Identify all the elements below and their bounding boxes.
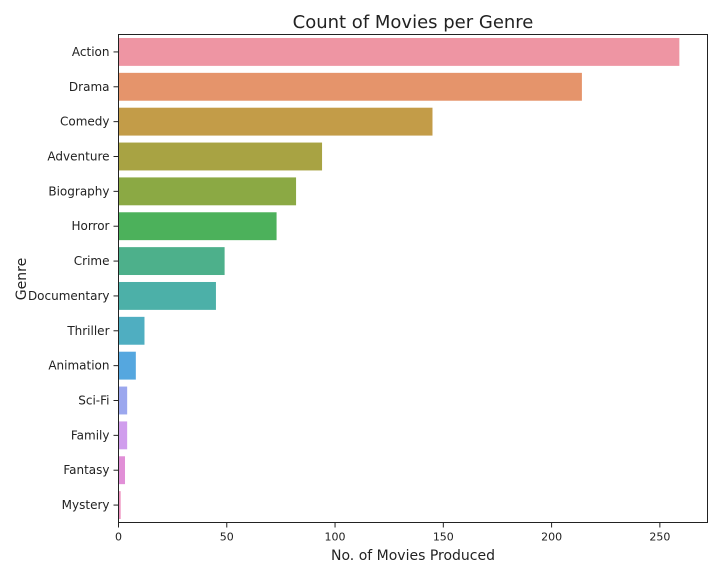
chart-title: Count of Movies per Genre (293, 12, 534, 33)
y-tick-label: Biography (48, 184, 109, 198)
y-tick-label: Action (72, 45, 110, 59)
bar-thriller (118, 316, 145, 345)
x-tick-label: 0 (115, 531, 122, 544)
bar-comedy (118, 107, 433, 136)
bar-drama (118, 72, 582, 101)
x-tick-label: 150 (433, 531, 454, 544)
y-tick-label: Drama (69, 80, 110, 94)
x-tick-label: 200 (541, 531, 562, 544)
bar-crime (118, 247, 225, 276)
bar-fantasy (118, 456, 125, 485)
x-tick-label: 50 (220, 531, 234, 544)
bar-family (118, 421, 128, 450)
y-axis-label: Genre (14, 258, 30, 300)
y-tick-label: Fantasy (63, 463, 109, 477)
x-ticks-layer: 0 50 100 150 200 250 (115, 522, 670, 544)
y-ticks-layer: Action Drama Comedy Adventure Biography Horro… (28, 45, 119, 512)
bar-action (118, 37, 680, 66)
bars-layer (118, 37, 680, 520)
y-tick-label: Family (71, 428, 110, 442)
y-tick-label: Mystery (62, 498, 110, 512)
y-tick-label: Sci-Fi (78, 394, 109, 408)
x-axis-label: No. of Movies Produced (331, 548, 495, 564)
y-tick-label: Horror (71, 219, 109, 233)
y-tick-label: Animation (48, 359, 109, 373)
y-tick-label: Comedy (60, 115, 110, 129)
y-tick-label: Documentary (28, 289, 110, 303)
y-tick-label: Adventure (47, 150, 109, 164)
bar-mystery (118, 491, 121, 520)
bar-animation (118, 351, 136, 380)
bar-sci-fi (118, 386, 128, 415)
bar-horror (118, 212, 277, 241)
y-tick-label: Crime (74, 254, 110, 268)
x-tick-label: 250 (649, 531, 670, 544)
plot-frame (118, 34, 708, 523)
bar-documentary (118, 281, 216, 310)
x-tick-label: 100 (325, 531, 346, 544)
y-tick-label: Thriller (66, 324, 109, 338)
bar-biography (118, 177, 297, 206)
bar-adventure (118, 142, 323, 171)
